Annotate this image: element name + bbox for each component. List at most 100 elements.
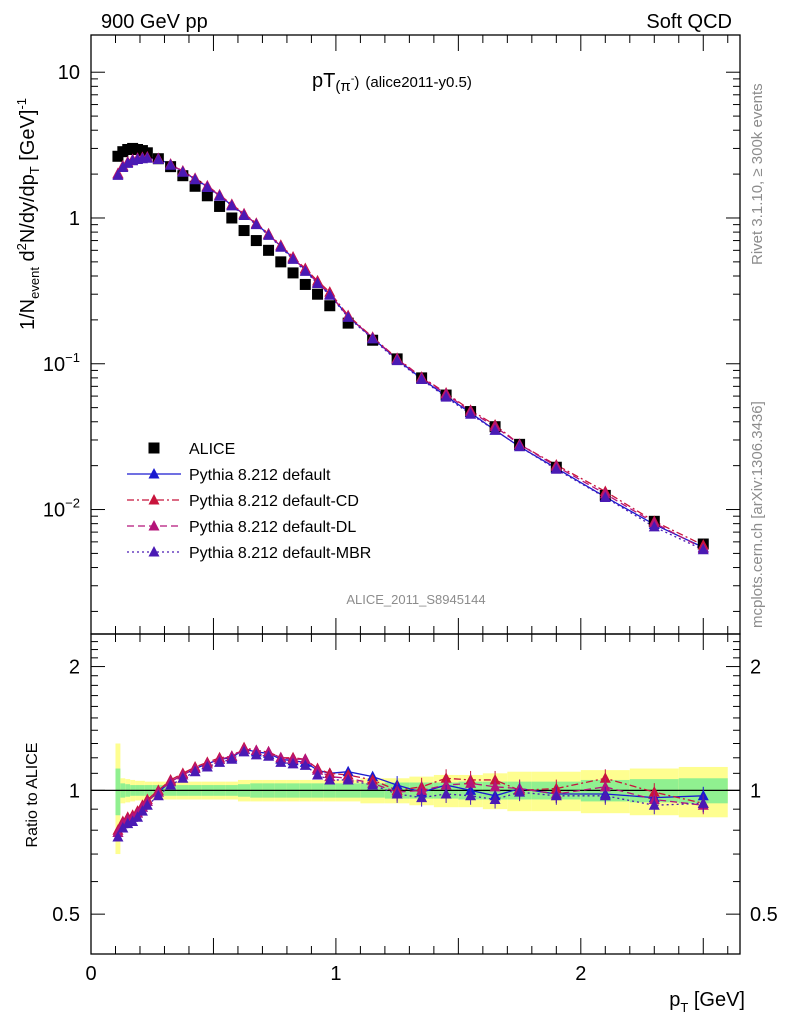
ratio-point-mbr <box>416 791 428 803</box>
data-point <box>312 288 324 300</box>
ratio-y-tick-label: 1 <box>69 780 80 802</box>
mc-point-mbr <box>324 289 336 300</box>
mc-point-mbr <box>440 391 452 402</box>
analysis-watermark: ALICE_2011_S8945144 <box>346 592 485 607</box>
ratio-point-dl <box>489 780 501 792</box>
mc-point-mbr <box>514 440 526 452</box>
legend-marker-mbr <box>148 546 160 557</box>
ratio-y-tick-label-right: 0.5 <box>750 904 778 926</box>
ratio-y-tick-label-right: 2 <box>750 657 761 679</box>
ratio-y-tick-label: 2 <box>69 657 80 679</box>
plot-title-main: pT <box>312 70 335 92</box>
mc-point-mbr <box>152 153 164 164</box>
y-tick-label: 10−2 <box>43 496 80 522</box>
ratio-point-mbr <box>165 779 177 790</box>
legend-label-data: ALICE <box>189 441 235 458</box>
data-point <box>324 300 336 312</box>
mc-point-mbr <box>275 241 287 252</box>
ratio-point-mbr <box>263 750 275 761</box>
mcplots-reference-label: mcplots.cern.ch [arXiv:1306.3436] <box>749 401 766 628</box>
mc-point-mbr <box>238 209 250 221</box>
mc-point-mbr <box>177 166 189 177</box>
ratio-panel-frame <box>90 633 741 955</box>
main-panel-series <box>112 142 709 555</box>
x-axis-label: pT [GeV] <box>669 989 745 1015</box>
ratio-point-mbr <box>136 805 148 816</box>
data-point <box>299 278 311 290</box>
ratio-point-mbr <box>226 753 238 764</box>
ratio-point-dl <box>440 779 452 790</box>
data-point <box>275 256 287 268</box>
mc-point-mbr <box>165 159 177 170</box>
ratio-point-mbr <box>440 787 452 799</box>
ratio-point-mbr <box>275 756 287 767</box>
ratio-panel-ticks: 0 1 2 2 2 1 1 0.5 0.5 <box>52 634 778 985</box>
series-line-dl <box>117 156 704 550</box>
ratio-point-mbr <box>250 748 262 760</box>
ratio-point-mbr <box>342 773 354 785</box>
legend-label-cd: Pythia 8.212 default-CD <box>189 493 359 510</box>
ratio-point-mbr <box>489 793 501 805</box>
plot-title-particle: (π <box>335 78 350 95</box>
data-point <box>189 180 201 192</box>
data-point <box>238 225 250 237</box>
plot-title-tag: (alice2011-y0.5) <box>365 74 471 91</box>
ratio-line-cd <box>117 746 704 831</box>
ratio-point-mbr <box>214 756 226 767</box>
data-point <box>226 212 238 224</box>
ratio-point-mbr <box>550 789 562 801</box>
data-point <box>287 267 299 279</box>
y-tick-label: 10−1 <box>43 350 80 376</box>
series-line-cd <box>117 156 704 546</box>
legend-label-default: Pythia 8.212 default <box>189 467 331 484</box>
mc-point-mbr <box>287 253 299 264</box>
ratio-point-mbr <box>312 768 324 780</box>
ratio-y-axis-label: Ratio to ALICE <box>24 743 41 848</box>
ratio-point-mbr <box>152 789 164 801</box>
mc-point-mbr <box>697 543 709 555</box>
mc-point-mbr <box>416 373 428 384</box>
mc-point-mbr <box>263 229 275 240</box>
data-point <box>201 190 213 202</box>
ratio-point-mbr <box>141 799 153 810</box>
mc-point-mbr <box>489 424 501 435</box>
ratio-point-mbr <box>112 831 124 842</box>
x-tick-label: 0 <box>85 963 96 985</box>
mc-point-mbr <box>250 218 262 230</box>
ratio-point-cd <box>599 772 611 783</box>
ratio-point-mbr <box>514 786 526 797</box>
mc-point-mbr <box>391 354 403 366</box>
rivet-version-label: Rivet 3.1.10, ≥ 300k events <box>749 83 766 265</box>
mc-point-mbr <box>214 190 226 201</box>
legend-marker-data <box>148 442 160 454</box>
legend: ALICE Pythia 8.212 default Pythia 8.212 de… <box>127 441 371 562</box>
x-tick-label: 1 <box>330 963 341 985</box>
legend-marker-cd <box>148 494 160 505</box>
ratio-point-dl <box>299 753 311 764</box>
mc-point-mbr <box>299 265 311 276</box>
mc-point-mbr <box>599 491 611 502</box>
main-y-axis-label: 1/Nevent d2N/dy/dpT [GeV]-1 <box>14 98 42 330</box>
header-left-label: 900 GeV pp <box>101 11 208 33</box>
ratio-uncertainty-bands <box>91 743 740 855</box>
y-tick-label: 10 <box>58 62 80 84</box>
ratio-point-mbr <box>132 811 144 822</box>
series-line-default <box>117 156 704 548</box>
ratio-point-dl <box>465 777 477 788</box>
mc-point-mbr <box>550 463 562 474</box>
mc-point-mbr <box>312 277 324 289</box>
data-point <box>214 200 226 212</box>
ratio-point-mbr <box>299 759 311 770</box>
data-point <box>342 317 354 329</box>
series-line-mbr <box>117 157 704 551</box>
x-tick-label: 2 <box>575 963 586 985</box>
mc-point-mbr <box>201 181 213 192</box>
legend-marker-dl <box>148 520 160 531</box>
ratio-y-tick-label-right: 1 <box>750 780 761 802</box>
mc-point-mbr <box>465 408 477 419</box>
plot-title-sup: - <box>351 73 355 85</box>
ratio-point-mbr <box>287 757 299 769</box>
mc-point-mbr <box>112 169 124 180</box>
plot-title-close: ) <box>354 74 359 91</box>
legend-label-mbr: Pythia 8.212 default-MBR <box>189 545 371 562</box>
